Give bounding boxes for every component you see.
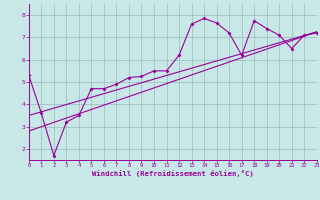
X-axis label: Windchill (Refroidissement éolien,°C): Windchill (Refroidissement éolien,°C) [92,170,254,177]
